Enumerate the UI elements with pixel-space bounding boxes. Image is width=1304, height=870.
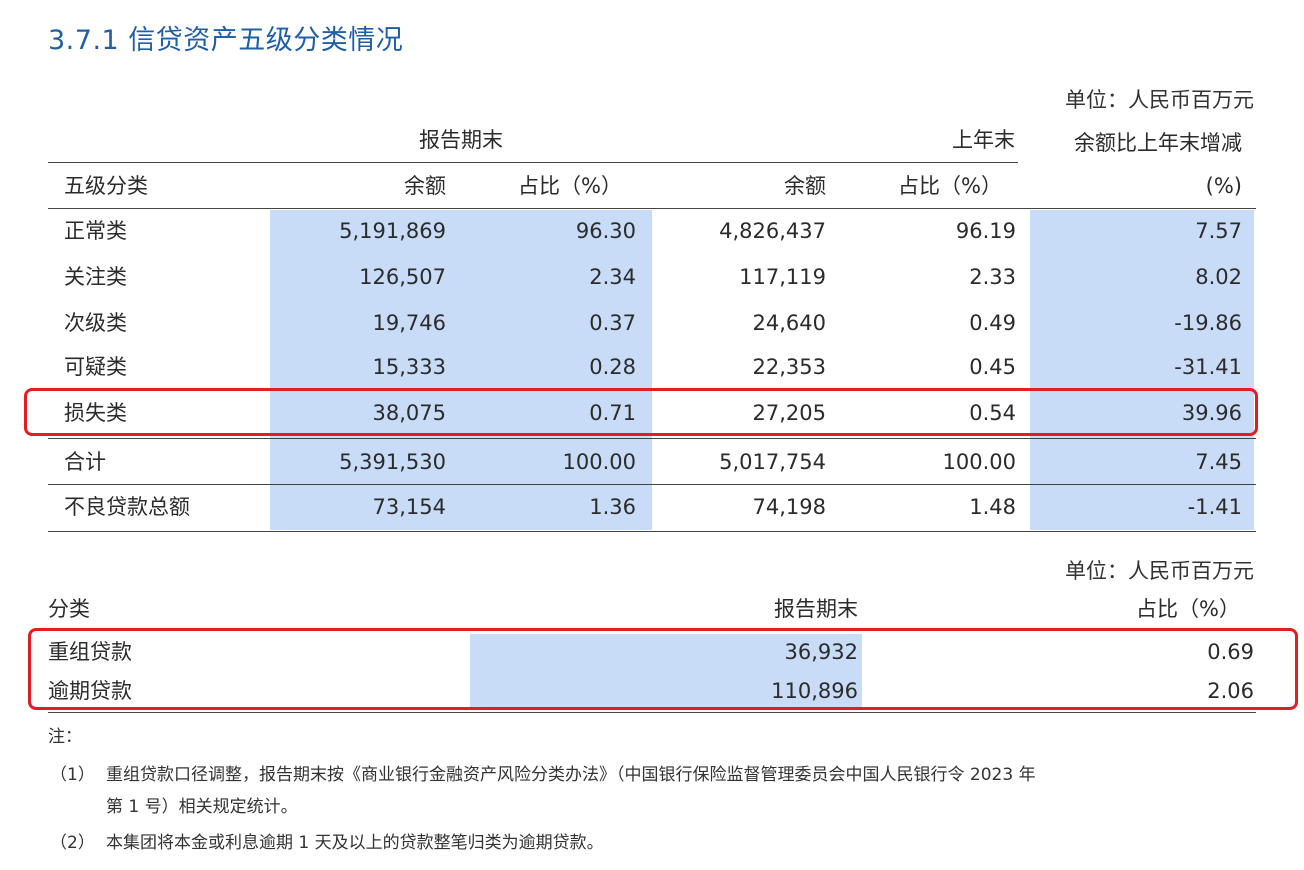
cell-change: -1.41 — [1187, 495, 1242, 519]
row-label: 重组贷款 — [48, 640, 132, 664]
table1-unit: 单位：人民币百万元 — [1065, 88, 1254, 112]
note2-index: （2） — [50, 833, 95, 853]
highlight-box-table2-rows — [28, 628, 1298, 710]
cell-balance: 5,391,530 — [339, 450, 446, 474]
table1-bottom-rule — [48, 531, 1256, 532]
cell-report: 110,896 — [771, 679, 858, 703]
note1-line2: 第 1 号）相关规定统计。 — [106, 797, 298, 817]
cell-ratio: 1.36 — [589, 495, 636, 519]
row-label: 合计 — [64, 450, 106, 474]
header-rule-bottom — [48, 208, 1256, 209]
row-label: 损失类 — [64, 401, 127, 425]
cell-change: 7.57 — [1195, 219, 1242, 243]
cell-change: 39.96 — [1181, 401, 1242, 425]
note1-index: （1） — [50, 765, 95, 785]
cell-ratio-ly: 0.49 — [969, 311, 1016, 335]
note2-text: 本集团将本金或利息逾期 1 天及以上的贷款整笔归类为逾期贷款。 — [106, 833, 604, 853]
cell-report: 36,932 — [784, 640, 858, 664]
cell-ratio-ly: 96.19 — [955, 219, 1016, 243]
cell-balance: 5,191,869 — [339, 219, 446, 243]
cell-balance-ly: 117,119 — [739, 265, 826, 289]
cell-ratio-ly: 1.48 — [969, 495, 1016, 519]
row-label: 关注类 — [64, 265, 127, 289]
table2-col-class: 分类 — [48, 597, 90, 621]
cell-change: 7.45 — [1195, 450, 1242, 474]
cell-change: 8.02 — [1195, 265, 1242, 289]
cell-balance-ly: 24,640 — [752, 311, 826, 335]
cell-balance: 38,075 — [372, 401, 446, 425]
cell-balance-ly: 74,198 — [752, 495, 826, 519]
cell-ratio: 2.06 — [1207, 679, 1254, 703]
col-header-change-unit: (%) — [1205, 174, 1242, 198]
table2-col-ratio: 占比（%） — [1136, 597, 1240, 621]
cell-ratio: 0.28 — [589, 355, 636, 379]
cell-ratio: 0.71 — [589, 401, 636, 425]
row-label: 不良贷款总额 — [64, 495, 190, 519]
cell-balance: 73,154 — [372, 495, 446, 519]
group-header-change: 余额比上年末增减 — [1074, 131, 1242, 155]
cell-ratio-ly: 2.33 — [969, 265, 1016, 289]
header-rule-top — [48, 162, 1018, 163]
highlight-report-column — [270, 210, 652, 530]
cell-ratio: 96.30 — [575, 219, 636, 243]
row-label: 正常类 — [64, 219, 127, 243]
note1-line1: 重组贷款口径调整，报告期末按《商业银行金融资产风险分类办法》（中国银行保险监督管… — [106, 765, 1036, 785]
section-title: 3.7.1 信贷资产五级分类情况 — [48, 25, 404, 56]
row-label: 次级类 — [64, 311, 127, 335]
cell-ratio: 0.69 — [1207, 640, 1254, 664]
cell-balance-ly: 27,205 — [752, 401, 826, 425]
cell-ratio-ly: 0.45 — [969, 355, 1016, 379]
table2-bottom-rule — [48, 712, 1256, 713]
cell-balance-ly: 4,826,437 — [719, 219, 826, 243]
col-header-balance-ly: 余额 — [784, 174, 826, 198]
col-header-balance: 余额 — [404, 174, 446, 198]
table2-unit: 单位：人民币百万元 — [1065, 559, 1254, 583]
cell-ratio: 0.37 — [589, 311, 636, 335]
col-header-ratio-ly: 占比（%） — [898, 174, 1002, 198]
cell-balance-ly: 5,017,754 — [719, 450, 826, 474]
row-label: 逾期贷款 — [48, 679, 132, 703]
highlight-change-column — [1030, 210, 1254, 530]
subtotal-rule — [48, 438, 1256, 439]
cell-balance-ly: 22,353 — [752, 355, 826, 379]
cell-ratio: 2.34 — [589, 265, 636, 289]
cell-ratio: 100.00 — [562, 450, 636, 474]
cell-change: -19.86 — [1174, 311, 1242, 335]
cell-balance: 19,746 — [372, 311, 446, 335]
cell-ratio-ly: 100.00 — [942, 450, 1016, 474]
highlight-box-loss-row — [24, 388, 1258, 436]
cell-balance: 126,507 — [359, 265, 446, 289]
notes-label: 注： — [48, 727, 82, 747]
cell-ratio-ly: 0.54 — [969, 401, 1016, 425]
total-rule — [48, 484, 1256, 485]
col-header-class: 五级分类 — [64, 174, 148, 198]
highlight-report-column-2 — [470, 634, 862, 708]
group-header-report: 报告期末 — [419, 128, 503, 152]
cell-balance: 15,333 — [372, 355, 446, 379]
table2-col-report: 报告期末 — [774, 597, 858, 621]
row-label: 可疑类 — [64, 355, 127, 379]
group-header-lastyear: 上年末 — [952, 128, 1015, 152]
col-header-ratio: 占比（%） — [518, 174, 622, 198]
cell-change: -31.41 — [1174, 355, 1242, 379]
